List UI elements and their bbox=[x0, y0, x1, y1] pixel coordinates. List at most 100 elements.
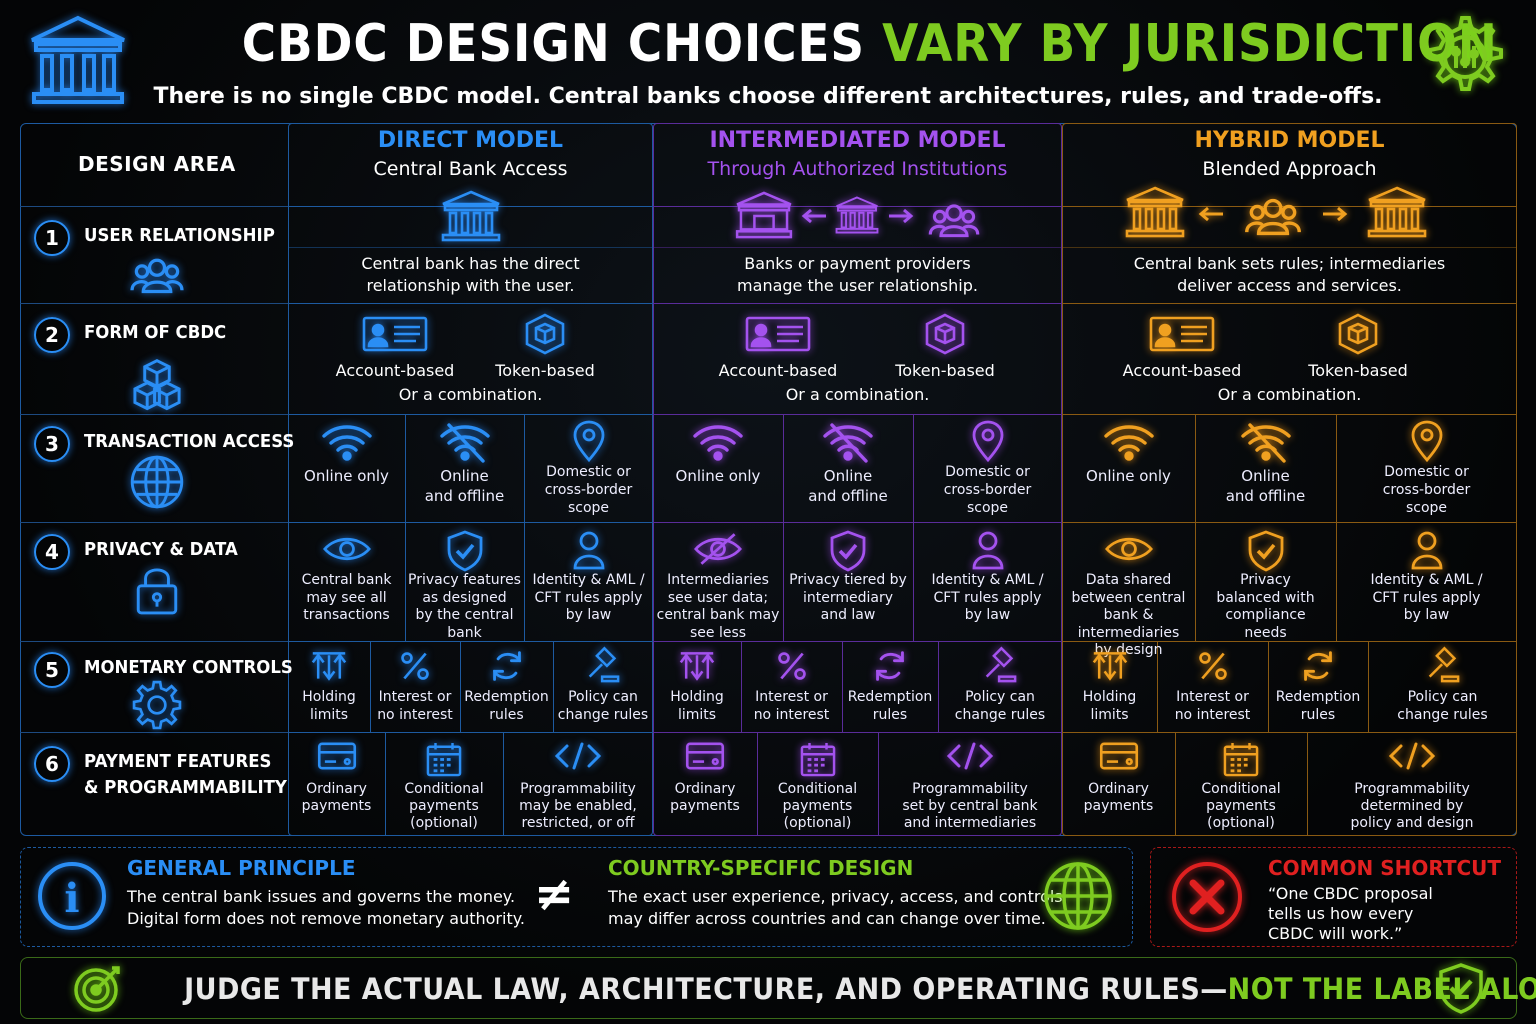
location-pin-icon bbox=[972, 420, 1003, 463]
footer-text: JUDGE THE ACTUAL LAW, ARCHITECTURE, AND … bbox=[184, 972, 1536, 1006]
holding-limits-icon bbox=[679, 652, 715, 681]
monetary-label: Redemption rules bbox=[847, 689, 933, 723]
access-label: Online only bbox=[304, 467, 389, 485]
calendar-icon bbox=[1223, 742, 1259, 777]
privacy-label: Identity & AML / CFT rules apply by law bbox=[1370, 572, 1483, 623]
privacy-label: Central bank may see all transactions bbox=[301, 572, 392, 623]
monetary-label: Policy can change rules bbox=[557, 689, 649, 723]
token-cube-icon bbox=[1338, 313, 1378, 355]
privacy-label: Privacy tiered by intermediary and law bbox=[789, 572, 907, 623]
refresh-icon bbox=[492, 651, 521, 681]
column-divider bbox=[553, 641, 554, 732]
model-subtitle: Central Bank Access bbox=[373, 158, 568, 180]
monetary-label: Interest or no interest bbox=[1174, 689, 1251, 723]
shield-check-icon bbox=[1439, 963, 1483, 1014]
row-divider bbox=[1062, 641, 1517, 642]
payment-label: Programmability determined by policy and… bbox=[1350, 781, 1474, 831]
error-x-icon bbox=[1172, 862, 1242, 932]
row-number: 2 bbox=[34, 317, 70, 353]
payment-label: Programmability set by central bank and … bbox=[902, 781, 1038, 831]
wifi-icon bbox=[321, 425, 372, 461]
column-divider bbox=[1307, 732, 1308, 836]
model-name: HYBRID MODEL bbox=[1194, 128, 1385, 153]
row-divider bbox=[20, 414, 288, 415]
monetary-label: Interest or no interest bbox=[753, 689, 830, 723]
column-divider bbox=[1195, 414, 1196, 522]
column-divider bbox=[783, 414, 784, 522]
column-divider bbox=[913, 522, 914, 641]
arrow-right-icon bbox=[1323, 206, 1348, 222]
arrow-left-icon bbox=[1198, 206, 1223, 222]
central-bank-icon bbox=[835, 196, 879, 234]
column-divider bbox=[460, 641, 461, 732]
gavel-icon bbox=[985, 646, 1017, 683]
column-divider bbox=[1336, 522, 1337, 641]
column-divider bbox=[1195, 522, 1196, 641]
column-divider bbox=[503, 732, 504, 836]
combination-label: Or a combination. bbox=[785, 385, 930, 404]
bank-icon bbox=[31, 15, 125, 104]
refresh-icon bbox=[876, 651, 904, 681]
privacy-label: Identity & AML / CFT rules apply by law bbox=[532, 572, 645, 623]
token-cube-icon bbox=[525, 313, 565, 355]
hybrid-model-panel bbox=[1062, 123, 1517, 836]
access-label: Online and offline bbox=[808, 467, 888, 505]
central-bank-icon bbox=[1367, 186, 1427, 238]
column-divider bbox=[524, 522, 525, 641]
payment-label: Conditional payments (optional) bbox=[404, 781, 484, 831]
monetary-label: Redemption rules bbox=[1275, 689, 1361, 723]
privacy-label: Privacy balanced with compliance needs bbox=[1216, 572, 1315, 641]
model-name: INTERMEDIATED MODEL bbox=[709, 128, 1006, 153]
percent-icon bbox=[1198, 652, 1227, 680]
target-icon bbox=[74, 966, 120, 1012]
row-title: FORM OF CBDC bbox=[84, 322, 227, 343]
row-title: PAYMENT FEATURES & PROGRAMMABILITY bbox=[84, 751, 287, 798]
principle-box bbox=[20, 847, 1133, 947]
column-divider bbox=[878, 732, 879, 836]
identity-icon bbox=[1411, 531, 1442, 570]
row-divider bbox=[288, 247, 653, 248]
users-icon bbox=[1245, 198, 1301, 236]
column-divider bbox=[913, 414, 914, 522]
payment-label: Conditional payments (optional) bbox=[777, 781, 858, 831]
shortcut-box bbox=[1150, 847, 1517, 947]
calendar-icon bbox=[800, 742, 835, 777]
wifi-icon bbox=[693, 425, 743, 461]
row-divider bbox=[20, 522, 288, 523]
column-divider bbox=[385, 732, 386, 836]
payment-label: Programmability may be enabled, restrict… bbox=[519, 781, 637, 831]
token-based-label: Token-based bbox=[1308, 361, 1408, 380]
calendar-icon bbox=[426, 742, 462, 777]
gavel-icon bbox=[588, 646, 620, 683]
row-divider bbox=[288, 303, 653, 304]
code-icon bbox=[554, 742, 602, 770]
central-bank-icon bbox=[441, 190, 500, 242]
row-divider bbox=[653, 522, 1062, 523]
design-area-label: DESIGN AREA bbox=[78, 152, 236, 176]
wifi-off-icon bbox=[1240, 423, 1291, 463]
wifi-off-icon bbox=[823, 423, 873, 463]
column-divider bbox=[938, 641, 939, 732]
payment-card-icon bbox=[317, 742, 356, 770]
code-icon bbox=[946, 742, 994, 770]
footer-banner bbox=[20, 957, 1517, 1019]
row-divider bbox=[288, 522, 653, 523]
column-divider bbox=[370, 641, 371, 732]
column-divider bbox=[1157, 641, 1158, 732]
row-number: 3 bbox=[34, 426, 70, 462]
payment-label: Ordinary payments bbox=[670, 781, 740, 814]
arrow-right-icon bbox=[889, 208, 914, 224]
row-divider bbox=[288, 641, 653, 642]
payment-label: Ordinary payments bbox=[1083, 781, 1154, 814]
location-pin-icon bbox=[1411, 420, 1442, 463]
row-title: USER RELATIONSHIP bbox=[84, 225, 275, 246]
column-divider bbox=[1175, 732, 1176, 836]
column-divider bbox=[757, 732, 758, 836]
principle-text: The central bank issues and governs the … bbox=[127, 887, 525, 928]
shield-check-icon bbox=[1248, 530, 1283, 572]
row-title: TRANSACTION ACCESS bbox=[84, 431, 295, 452]
arrow-left-icon bbox=[801, 208, 826, 224]
row-divider bbox=[1062, 732, 1517, 733]
row-divider bbox=[653, 303, 1062, 304]
